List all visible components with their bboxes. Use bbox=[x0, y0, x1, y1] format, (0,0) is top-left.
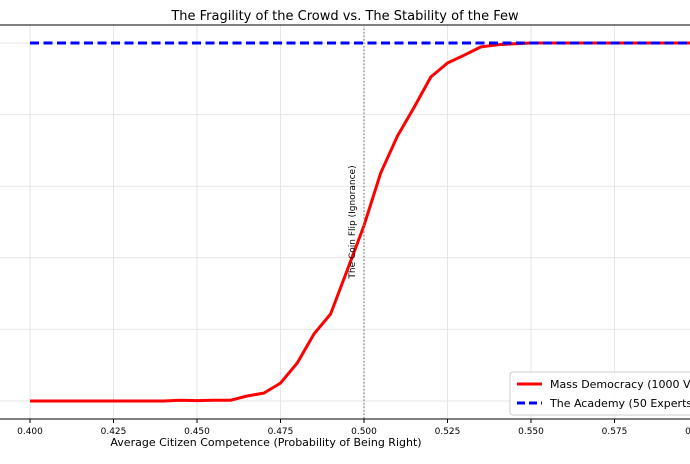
x-axis-label: Average Citizen Competence (Probability … bbox=[110, 436, 421, 449]
series-line-mass-democracy bbox=[30, 41, 690, 403]
x-tick-label: 0.525 bbox=[435, 427, 461, 437]
legend-box bbox=[509, 371, 690, 416]
legend: Mass Democracy (1000 Voters) The Academy… bbox=[509, 371, 690, 416]
x-tick-label: 0.550 bbox=[518, 427, 544, 437]
x-tick-label: 0.475 bbox=[268, 427, 294, 437]
x-tick-label: 0.450 bbox=[184, 427, 210, 437]
x-tick-label: 0.500 bbox=[351, 427, 377, 437]
legend-label-democracy: Mass Democracy (1000 Voters) bbox=[550, 378, 690, 391]
chart-title: The Fragility of the Crowd vs. The Stabi… bbox=[170, 9, 519, 24]
x-ticks: 0.400 0.425 0.450 0.475 0.500 0.525 0.550 0.575… bbox=[17, 419, 690, 437]
x-tick-label: 0.425 bbox=[101, 427, 127, 437]
coin-flip-label: The Coin Flip (Ignorance) bbox=[348, 165, 358, 279]
grid bbox=[0, 25, 690, 419]
x-tick-label: 0.600 bbox=[685, 427, 690, 437]
axes bbox=[0, 24, 690, 420]
legend-label-academy: The Academy (50 Experts) bbox=[549, 397, 690, 410]
annotations: The Coin Flip (Ignorance) bbox=[348, 25, 365, 419]
x-tick-label: 0.575 bbox=[602, 427, 628, 437]
x-tick-label: 0.400 bbox=[17, 427, 43, 437]
series bbox=[30, 41, 690, 403]
